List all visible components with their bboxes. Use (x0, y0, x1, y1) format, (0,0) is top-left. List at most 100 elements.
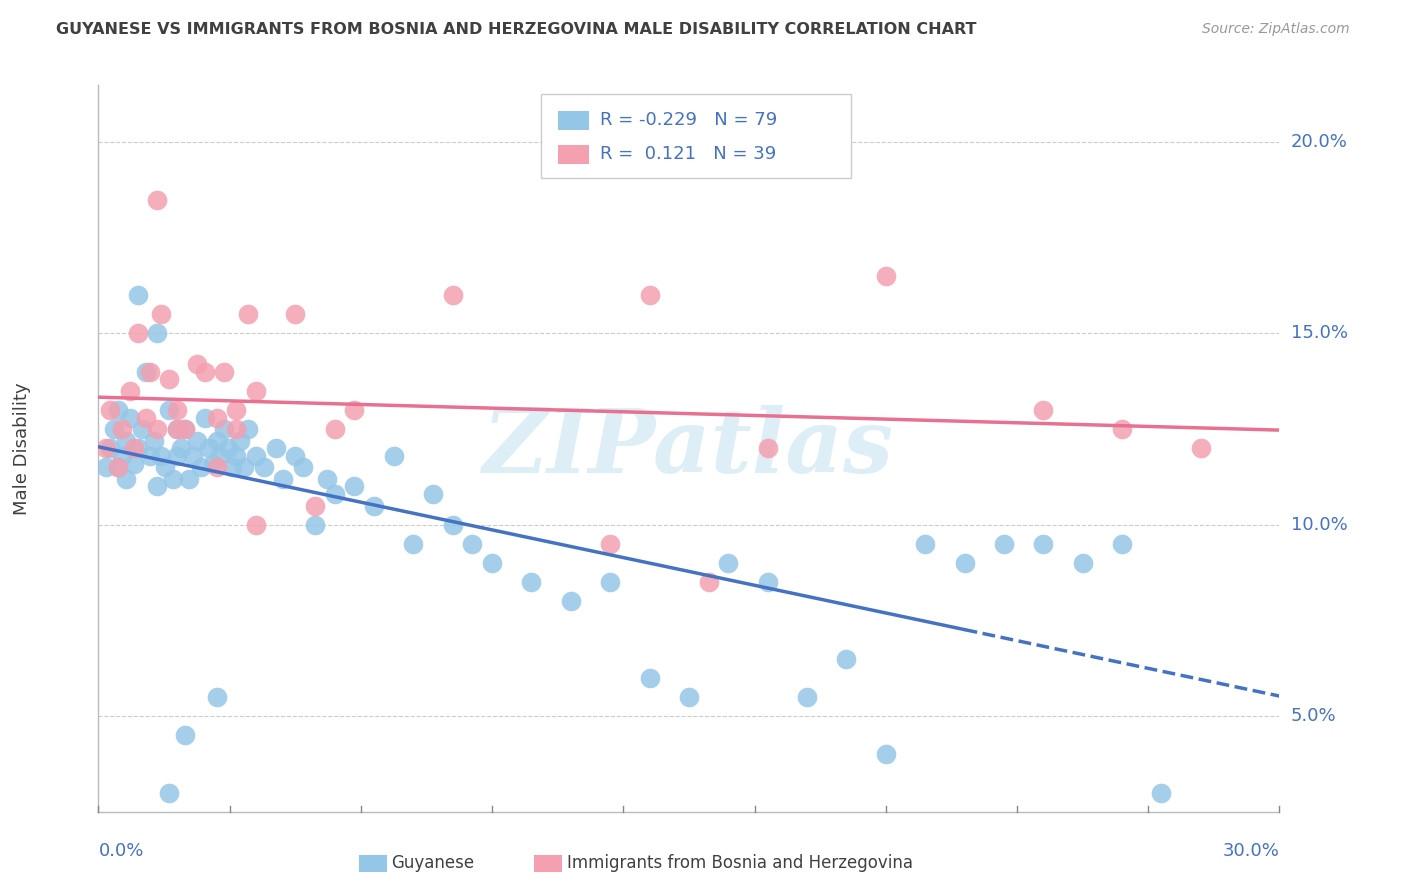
Text: 10.0%: 10.0% (1291, 516, 1347, 533)
Point (520, 575, 543, 590)
Point (142, 434, 165, 448)
Point (225, 449, 247, 463)
Point (638, 288, 661, 302)
Point (875, 747, 897, 762)
Point (174, 422, 197, 436)
Text: Guyanese: Guyanese (391, 855, 474, 872)
Point (115, 472, 138, 486)
Point (304, 499, 326, 513)
Point (146, 326, 169, 341)
Point (236, 422, 259, 436)
Point (181, 449, 204, 463)
Point (835, 651, 858, 665)
Point (245, 384, 267, 398)
Point (127, 326, 149, 341)
Point (717, 556, 740, 570)
Point (157, 403, 180, 417)
Point (186, 357, 208, 371)
Point (953, 556, 976, 570)
Point (98, 403, 121, 417)
Point (323, 422, 346, 436)
Point (209, 449, 232, 463)
Text: R =  0.121   N = 39: R = 0.121 N = 39 (600, 145, 776, 163)
Point (118, 384, 141, 398)
Point (1111, 422, 1133, 436)
Point (1189, 441, 1212, 455)
Point (233, 460, 256, 475)
Point (599, 575, 621, 590)
Point (225, 403, 247, 417)
Text: Immigrants from Bosnia and Herzegovina: Immigrants from Bosnia and Herzegovina (567, 855, 912, 872)
Point (441, 517, 464, 532)
Point (323, 487, 346, 501)
Text: 15.0%: 15.0% (1291, 325, 1347, 343)
Point (214, 422, 236, 436)
Point (122, 457, 145, 471)
Point (122, 441, 145, 455)
Point (190, 460, 212, 475)
Point (194, 410, 217, 425)
Point (146, 479, 169, 493)
Point (107, 460, 129, 475)
Point (343, 479, 366, 493)
Point (264, 441, 287, 455)
Point (461, 537, 484, 551)
Point (98, 441, 121, 455)
Point (245, 517, 267, 532)
Point (363, 499, 385, 513)
Point (292, 460, 315, 475)
Text: 30.0%: 30.0% (1223, 842, 1279, 860)
Point (315, 472, 337, 486)
Point (756, 575, 779, 590)
Point (194, 365, 217, 379)
Text: Male Disability: Male Disability (13, 382, 31, 515)
Text: GUYANESE VS IMMIGRANTS FROM BOSNIA AND HERZEGOVINA MALE DISABILITY CORRELATION C: GUYANESE VS IMMIGRANTS FROM BOSNIA AND H… (56, 22, 977, 37)
Point (284, 307, 307, 321)
Point (273, 472, 295, 486)
Point (217, 441, 239, 455)
Point (993, 537, 1015, 551)
Point (343, 403, 366, 417)
Point (229, 434, 252, 448)
Text: Source: ZipAtlas.com: Source: ZipAtlas.com (1202, 22, 1350, 37)
Point (157, 372, 180, 386)
Point (166, 403, 188, 417)
Point (177, 472, 200, 486)
Point (115, 434, 138, 448)
Point (107, 460, 129, 475)
Text: R = -0.229   N = 79: R = -0.229 N = 79 (600, 112, 778, 129)
Point (135, 410, 157, 425)
Point (118, 410, 141, 425)
Point (205, 460, 228, 475)
Point (96, 460, 118, 475)
Point (678, 690, 700, 704)
Point (201, 457, 224, 471)
Point (205, 410, 228, 425)
Point (166, 449, 188, 463)
Point (1150, 786, 1173, 800)
Point (150, 307, 173, 321)
Point (162, 472, 184, 486)
Point (1111, 537, 1133, 551)
Point (131, 422, 153, 436)
Point (236, 307, 259, 321)
Point (599, 537, 621, 551)
Point (197, 441, 219, 455)
Point (481, 556, 503, 570)
Point (382, 449, 405, 463)
Point (796, 690, 818, 704)
Point (166, 422, 188, 436)
Point (441, 288, 464, 302)
Text: ZIPatlas: ZIPatlas (484, 405, 894, 491)
Point (174, 728, 197, 742)
Point (166, 422, 188, 436)
Point (221, 460, 243, 475)
Point (111, 449, 134, 463)
Point (253, 460, 276, 475)
Point (875, 268, 897, 283)
Point (638, 671, 661, 685)
Point (157, 786, 180, 800)
Point (304, 517, 326, 532)
Point (146, 193, 169, 207)
Point (107, 403, 129, 417)
